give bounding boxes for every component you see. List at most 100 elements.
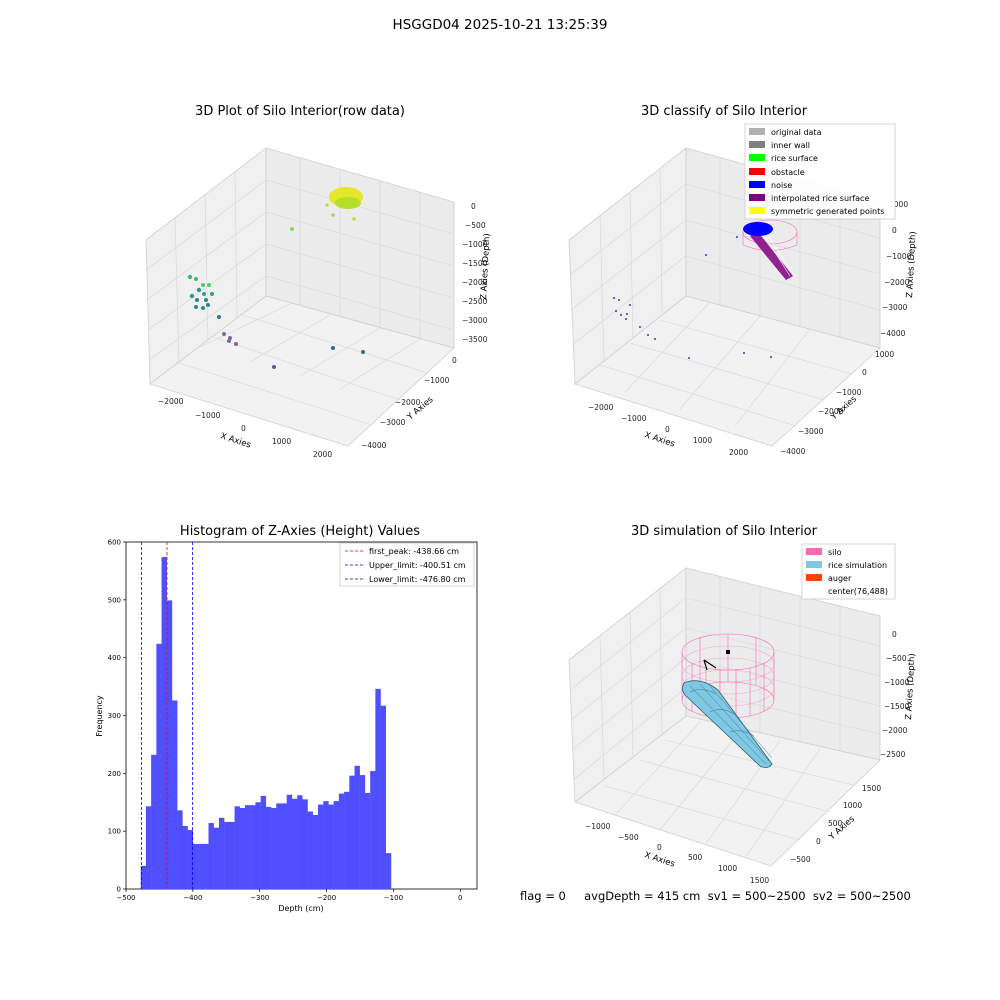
classify-x-axis-label: X Axies (643, 430, 676, 449)
status-footer: flag = 0 avgDepth = 415 cm sv1 = 500~250… (520, 889, 911, 903)
classify-3d-tick-labels: −2000 −1000 0 1000 2000 1000 0 −1000 −20… (588, 200, 912, 457)
raw-z-tick: −500 (465, 221, 486, 230)
histogram-bar (344, 791, 350, 889)
histogram-bar (359, 775, 366, 889)
simulation-3d-tick-labels: −1000 −500 0 500 1000 1500 1500 1000 500… (585, 630, 910, 885)
raw-plot-title: 3D Plot of Silo Interior(row data) (195, 104, 405, 119)
histogram-bar (213, 827, 220, 889)
classify-y-tick: 1000 (875, 350, 894, 359)
classify-x-tick: 2000 (729, 448, 748, 457)
histogram-bar (182, 825, 188, 889)
histogram-bar (375, 688, 381, 889)
raw-y-tick: 0 (452, 356, 457, 365)
histogram-bar (281, 803, 287, 889)
histogram-title: Histogram of Z-Axies (Height) Values (179, 524, 421, 539)
histogram-bar (323, 801, 329, 889)
y-tick-label: 100 (108, 828, 121, 836)
auger-marker (703, 650, 730, 671)
histogram-bar (354, 765, 360, 889)
simulation-x-tick: 1500 (750, 876, 769, 885)
histogram-bar (333, 801, 340, 889)
histogram-bar (271, 808, 277, 889)
classify-z-tick: −1000 (886, 252, 912, 261)
raw-z-tick: −3500 (462, 335, 488, 344)
simulation-y-tick: 500 (828, 819, 843, 828)
rice-surface-cluster-shade (335, 197, 361, 209)
histogram-bar (265, 806, 272, 889)
figure-title: HSGGD04 2025-10-21 13:25:39 (392, 17, 608, 33)
classify-legend (744, 123, 896, 220)
classify-z-tick: −3000 (882, 303, 908, 312)
classify-y-tick: 0 (862, 368, 867, 377)
classify-x-tick: −1000 (621, 414, 647, 423)
raw-z-tick: 0 (471, 202, 476, 211)
raw-y-tick: −4000 (361, 441, 387, 450)
y-tick-label: 600 (108, 539, 121, 547)
histogram-bar (187, 830, 194, 889)
histogram-x-axis-label: Depth (cm) (278, 904, 323, 913)
y-tick-label: 500 (108, 596, 121, 604)
histogram-bar (198, 843, 204, 889)
histogram-bar (156, 643, 162, 889)
raw-y-tick: −1000 (424, 376, 450, 385)
histogram-bar (245, 805, 251, 889)
raw-y-tick: −2000 (395, 398, 421, 407)
simulation-z-tick: −2000 (882, 726, 908, 735)
histogram-bar (218, 817, 225, 889)
x-tick-label: −400 (183, 894, 202, 902)
histogram-bar (239, 808, 246, 889)
y-tick-label: 0 (117, 886, 121, 894)
raw-z-tick: −1500 (462, 259, 488, 268)
legend-item-center: center(76,488) (828, 587, 888, 596)
histogram-bar (260, 795, 267, 889)
raw-x-axis-label: X Axies (219, 431, 252, 450)
noise-cluster (743, 222, 773, 236)
classify-z-tick: −4000 (880, 329, 906, 338)
rice-simulation-surface (682, 680, 773, 768)
legend-item-noise: noise (749, 179, 884, 192)
simulation-x-axis-label: X Axies (643, 850, 676, 869)
simulation-plot-title: 3D simulation of Silo Interior (631, 524, 817, 539)
histogram-bar (234, 806, 240, 889)
classify-x-tick: 0 (665, 425, 670, 434)
raw-x-tick: 1000 (272, 437, 291, 446)
histogram-bar (302, 799, 308, 889)
histogram-bar (370, 771, 376, 889)
histogram-ticks: −500 −400 −300 −200 −100 0 0 100 200 300 400 500 600 (108, 539, 463, 903)
legend-item-silo: silo (806, 546, 888, 559)
histogram-bar (166, 600, 173, 889)
simulation-x-tick: 1000 (718, 864, 737, 873)
raw-3d-tick-labels: −2000 −1000 0 1000 2000 0 −1000 −2000 −3… (158, 202, 488, 459)
classify-z-axis-label: Z Axies (Depth) (905, 231, 918, 298)
classify-z-tick: 1000 (889, 200, 908, 209)
histogram-bar (328, 804, 334, 889)
simulation-y-tick: 0 (816, 837, 821, 846)
classify-x-tick: 1000 (693, 436, 712, 445)
raw-z-tick: −3000 (462, 316, 488, 325)
histogram-reference-lines (141, 542, 193, 889)
x-tick-label: −100 (384, 894, 403, 902)
legend-item-symmetric: symmetric generated points (749, 205, 884, 218)
raw-x-tick: 2000 (313, 450, 332, 459)
classify-y-tick: −1000 (836, 388, 862, 397)
histogram-bar (161, 557, 167, 889)
simulation-z-tick: −500 (886, 654, 907, 663)
histogram-bar (250, 805, 256, 889)
histogram-legend: first_peak: -438.66 cm Upper_limit: -400… (339, 542, 475, 587)
legend-first-peak: first_peak: -438.66 cm (369, 547, 459, 556)
simulation-x-tick: −1000 (585, 822, 611, 831)
interpolated-surface (750, 232, 793, 280)
histogram-bar (338, 793, 345, 889)
histogram-bar (312, 814, 319, 889)
histogram-bar (171, 700, 178, 889)
raw-y-tick: −3000 (380, 418, 406, 427)
raw-x-tick: 0 (241, 424, 246, 433)
y-tick-label: 300 (108, 712, 121, 720)
y-tick-label: 400 (108, 654, 121, 662)
simulation-z-axis-label: Z Axies (Depth) (904, 653, 917, 720)
classify-y-tick: −2000 (818, 407, 844, 416)
histogram-y-axis-label: Frequency (95, 695, 104, 737)
histogram-bar (286, 794, 293, 889)
legend-item-inner-wall: inner wall (749, 139, 884, 152)
